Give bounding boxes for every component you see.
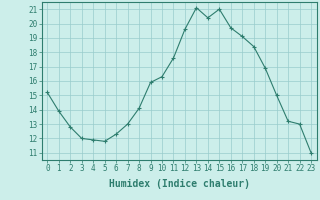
X-axis label: Humidex (Indice chaleur): Humidex (Indice chaleur) xyxy=(109,179,250,189)
